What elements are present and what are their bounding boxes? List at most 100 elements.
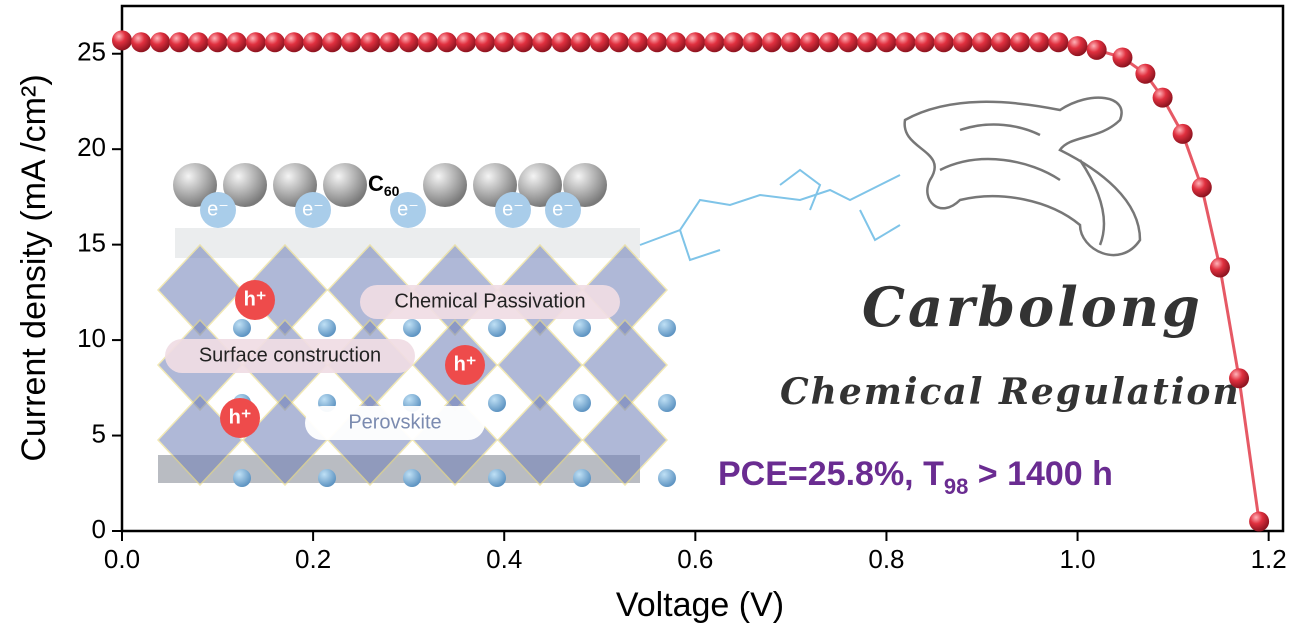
x-tick-label: 0.2 — [295, 544, 331, 574]
c60-c: C — [368, 171, 384, 196]
label-text: Perovskite — [348, 411, 441, 433]
data-point — [322, 32, 343, 53]
substrate — [158, 455, 640, 483]
c60-sphere — [518, 163, 562, 207]
octahedron — [581, 393, 669, 487]
data-point — [417, 32, 438, 53]
data-point — [761, 32, 782, 53]
c60-sub: 60 — [384, 183, 400, 199]
data-point — [398, 32, 419, 53]
molecule-drawing — [639, 168, 901, 262]
data-point — [1191, 177, 1212, 198]
y-tick-label: 15 — [77, 228, 106, 258]
data-point — [647, 32, 668, 53]
y-tick-label: 5 — [92, 418, 106, 448]
label-pill — [360, 285, 620, 319]
cation — [403, 469, 421, 487]
data-point — [360, 32, 381, 53]
cation — [658, 319, 676, 337]
y-tick-label: 25 — [77, 37, 106, 67]
regulation-text: Chemical Regulation — [780, 371, 1241, 413]
x-tick-label: 0.0 — [104, 544, 140, 574]
cation — [573, 469, 591, 487]
x-tick-label: 1.2 — [1251, 544, 1287, 574]
electron-label: e⁻ — [552, 198, 574, 220]
data-point — [800, 32, 820, 53]
data-point — [723, 32, 744, 53]
electron-label: e⁻ — [302, 198, 324, 220]
data-point — [1029, 32, 1050, 53]
data-point — [341, 32, 362, 53]
cation — [573, 319, 591, 337]
c60-sphere — [173, 163, 217, 207]
c60-label: C60 — [368, 171, 400, 199]
electron — [390, 192, 426, 228]
data-point — [456, 32, 476, 53]
data-point — [608, 32, 629, 53]
data-point — [1135, 63, 1156, 84]
data-point — [436, 32, 457, 53]
y-tick-label: 0 — [92, 514, 106, 544]
data-point — [666, 32, 687, 53]
data-point — [1067, 36, 1088, 57]
pce-b: > 1400 h — [968, 455, 1113, 493]
data-point — [1172, 123, 1193, 144]
cation — [488, 394, 506, 412]
y-tick-label: 20 — [77, 132, 106, 162]
data-point — [513, 32, 534, 53]
cation — [318, 469, 336, 487]
pce-a: PCE=25.8%, T — [718, 455, 944, 493]
electron — [545, 192, 581, 228]
data-point — [264, 32, 285, 53]
cation — [488, 469, 506, 487]
plot-frame — [120, 4, 1285, 533]
data-point — [991, 32, 1012, 53]
data-point — [780, 32, 801, 53]
data-point — [303, 32, 324, 53]
hole-label: h⁺ — [454, 353, 477, 375]
label-text: Chemical Passivation — [394, 290, 585, 312]
cation — [318, 319, 336, 337]
brand-text: Carbolong — [862, 275, 1203, 339]
data-point — [551, 32, 572, 53]
c60-sphere — [323, 163, 367, 207]
data-point — [475, 32, 496, 53]
molecule-layer — [175, 228, 640, 258]
data-point — [952, 32, 973, 53]
data-point — [704, 32, 725, 53]
data-point — [284, 32, 304, 53]
data-point — [1229, 368, 1250, 389]
data-point — [207, 32, 228, 53]
data-point — [838, 32, 859, 53]
electron — [495, 192, 531, 228]
data-point — [169, 32, 190, 53]
data-point — [972, 32, 992, 53]
data-point — [532, 32, 553, 53]
cation — [403, 319, 421, 337]
data-point — [1048, 32, 1069, 53]
electron — [200, 192, 236, 228]
y-axis-label: Current density (mA /cm²) — [15, 74, 53, 461]
hole-label: h⁺ — [229, 406, 252, 428]
data-point — [1209, 257, 1230, 278]
data-point — [933, 32, 954, 53]
data-point — [1086, 39, 1107, 60]
cation — [488, 319, 506, 337]
data-point — [742, 32, 763, 53]
c60-sphere — [223, 163, 267, 207]
x-tick-label: 0.4 — [486, 544, 522, 574]
cation — [658, 469, 676, 487]
x-tick-label: 1.0 — [1059, 544, 1095, 574]
data-point — [494, 32, 515, 53]
data-point — [1249, 511, 1270, 532]
data-point — [226, 32, 247, 53]
electron-label: e⁻ — [397, 198, 419, 220]
pce-text: PCE=25.8%, T98 > 1400 h — [718, 455, 1113, 499]
x-tick-label: 0.8 — [868, 544, 904, 574]
data-point — [245, 32, 266, 53]
hole — [235, 280, 275, 320]
label-pill — [165, 339, 415, 373]
electron-label: e⁻ — [207, 198, 229, 220]
cation — [573, 394, 591, 412]
